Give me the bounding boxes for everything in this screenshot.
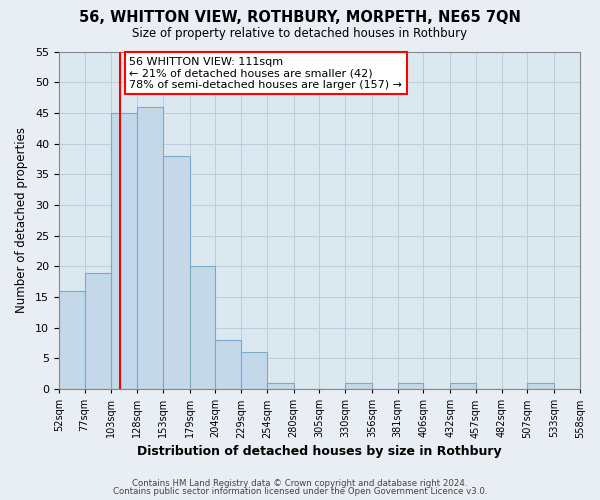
Bar <box>450 383 476 389</box>
Bar <box>137 107 163 389</box>
Bar <box>398 383 424 389</box>
Text: Contains HM Land Registry data © Crown copyright and database right 2024.: Contains HM Land Registry data © Crown c… <box>132 478 468 488</box>
Bar <box>163 156 190 389</box>
Y-axis label: Number of detached properties: Number of detached properties <box>15 128 28 314</box>
X-axis label: Distribution of detached houses by size in Rothbury: Distribution of detached houses by size … <box>137 444 502 458</box>
Text: 56 WHITTON VIEW: 111sqm
← 21% of detached houses are smaller (42)
78% of semi-de: 56 WHITTON VIEW: 111sqm ← 21% of detache… <box>129 56 402 90</box>
Text: 56, WHITTON VIEW, ROTHBURY, MORPETH, NE65 7QN: 56, WHITTON VIEW, ROTHBURY, MORPETH, NE6… <box>79 10 521 25</box>
Bar <box>85 272 112 389</box>
Bar <box>345 383 372 389</box>
Bar <box>241 352 267 389</box>
Bar <box>190 266 215 389</box>
Bar <box>267 383 293 389</box>
Bar <box>112 113 137 389</box>
Bar <box>215 340 241 389</box>
Text: Contains public sector information licensed under the Open Government Licence v3: Contains public sector information licen… <box>113 487 487 496</box>
Text: Size of property relative to detached houses in Rothbury: Size of property relative to detached ho… <box>133 28 467 40</box>
Bar <box>59 291 85 389</box>
Bar <box>527 383 554 389</box>
